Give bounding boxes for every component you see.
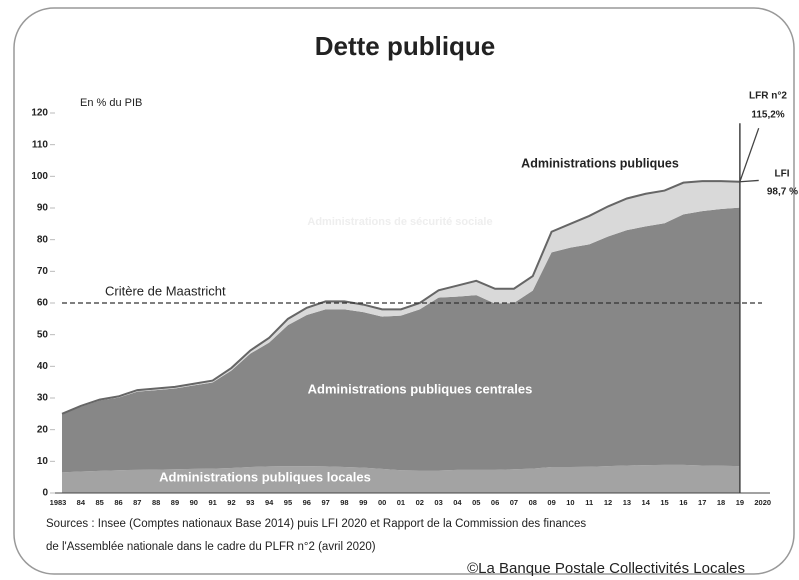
- x-tick-label: 08: [529, 498, 537, 507]
- y-tick-label: 0: [42, 488, 48, 499]
- projection-value: 98,7 %: [767, 187, 798, 198]
- x-tick-label: 01: [397, 498, 405, 507]
- total-label: Administrations publiques: [521, 156, 679, 170]
- x-tick-label: 96: [303, 498, 311, 507]
- x-tick-label: 12: [604, 498, 612, 507]
- x-tick-label: 19: [736, 498, 744, 507]
- x-tick-label: 88: [152, 498, 160, 507]
- x-tick-label: 15: [660, 498, 668, 507]
- y-tick-label: 20: [37, 424, 49, 435]
- projection-value: 115,2%: [751, 110, 784, 121]
- x-tick-label: 06: [491, 498, 499, 507]
- y-tick-label: 30: [37, 393, 49, 404]
- y-tick-label: 60: [37, 298, 49, 309]
- credit: ©La Banque Postale Collectivités Locales: [467, 560, 745, 577]
- y-tick-label: 70: [37, 266, 49, 277]
- x-tick-label: 13: [623, 498, 631, 507]
- x-tick-label: 07: [510, 498, 518, 507]
- source: Sources : Insee (Comptes nationaux Base …: [46, 518, 586, 530]
- x-tick-label: 91: [208, 498, 216, 507]
- total-line: [61, 180, 740, 415]
- x-tick-label: 93: [246, 498, 254, 507]
- unit-label: En % du PIB: [80, 97, 142, 109]
- x-tick-label: 89: [171, 498, 179, 507]
- y-tick-label: 40: [37, 361, 49, 372]
- x-tick-label: 17: [698, 498, 706, 507]
- x-tick-label: 85: [95, 498, 103, 507]
- x-tick-label: 02: [416, 498, 424, 507]
- x-tick-label: 92: [227, 498, 235, 507]
- y-tick-label: 10: [37, 456, 49, 467]
- x-tick-label: 16: [679, 498, 687, 507]
- x-tick-label: 11: [585, 498, 593, 507]
- x-tick-label: 00: [378, 498, 386, 507]
- x-tick-label: 14: [642, 498, 651, 507]
- x-tick-label: 1983: [50, 498, 67, 507]
- y-tick-label: 110: [32, 139, 49, 150]
- x-tick-label: 99: [359, 498, 367, 507]
- reference-label: Critère de Maastricht: [105, 283, 226, 298]
- x-tick-label: 04: [453, 498, 462, 507]
- x-tick-label: 09: [547, 498, 555, 507]
- x-tick-label: 87: [133, 498, 141, 507]
- x-tick-label: 94: [265, 498, 274, 507]
- x-tick-label: 84: [77, 498, 86, 507]
- x-tick-label: 18: [717, 498, 725, 507]
- y-tick-label: 90: [37, 203, 49, 214]
- x-tick-label: 05: [472, 498, 480, 507]
- x-tick-label: 86: [114, 498, 122, 507]
- projection-label: LFR n°2: [749, 91, 787, 102]
- chart-title: Dette publique: [315, 31, 496, 61]
- area: [62, 181, 740, 415]
- x-tick-label: 2020: [754, 498, 771, 507]
- y-tick-label: 120: [31, 108, 48, 119]
- series-label: Administrations de sécurité sociale: [307, 216, 492, 228]
- y-tick-label: 100: [31, 171, 48, 182]
- x-tick-label: 95: [284, 498, 292, 507]
- x-tick-label: 10: [566, 498, 574, 507]
- series-label: Administrations publiques locales: [159, 469, 371, 484]
- area: [62, 207, 740, 473]
- y-tick-label: 80: [37, 234, 49, 245]
- projection: [739, 127, 760, 182]
- series-label: Administrations publiques centrales: [308, 381, 533, 396]
- area: [62, 464, 740, 493]
- projection-label: LFI: [775, 169, 790, 180]
- projection: [739, 179, 759, 183]
- y-tick-label: 50: [37, 329, 49, 340]
- frame: [13, 7, 795, 575]
- x-tick-label: 98: [340, 498, 348, 507]
- x-tick-label: 90: [190, 498, 198, 507]
- source: de l'Assemblée nationale dans le cadre d…: [46, 541, 376, 553]
- x-tick-label: 03: [434, 498, 442, 507]
- x-tick-label: 97: [321, 498, 329, 507]
